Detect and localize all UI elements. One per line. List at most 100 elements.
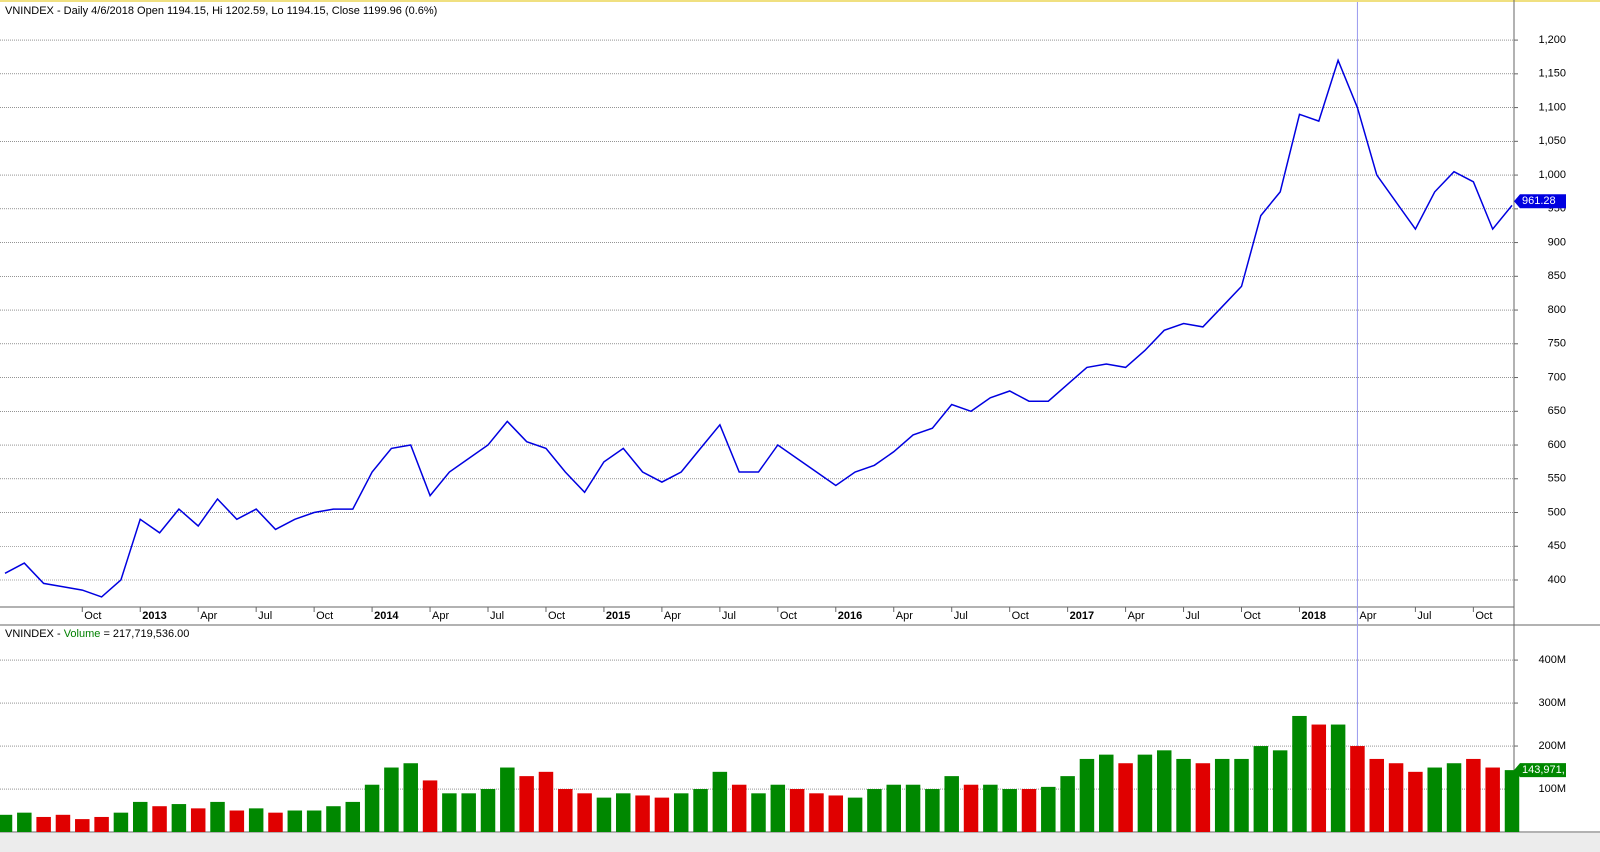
volume-bar (828, 795, 844, 832)
volume-bar (519, 776, 534, 832)
volume-bar (1350, 746, 1365, 832)
volume-bar (36, 816, 51, 832)
volume-bar (596, 797, 612, 832)
y-tick-label: 550 (1548, 473, 1566, 485)
x-tick-label: 2018 (1301, 610, 1325, 622)
y-tick-label: 800 (1548, 304, 1566, 316)
volume-bar (963, 784, 979, 832)
volume-bar (886, 784, 901, 832)
x-tick-label: 2017 (1070, 610, 1094, 622)
x-tick-label: 2014 (374, 610, 399, 622)
volume-bar (558, 789, 573, 832)
volume-bar (190, 808, 206, 832)
volume-bar (500, 767, 515, 832)
volume-bar (1002, 789, 1017, 832)
volume-bar (1427, 767, 1442, 832)
y-tick-label: 400 (1548, 574, 1566, 586)
volume-bar (925, 789, 940, 832)
volume-bar (1099, 754, 1114, 832)
volume-bar (983, 784, 998, 832)
volume-bar (152, 806, 167, 832)
volume-bar (248, 808, 264, 832)
y-tick-label: 1,100 (1538, 101, 1566, 113)
x-tick-label: Apr (896, 610, 913, 622)
x-tick-label: Jul (954, 610, 968, 622)
last-value-tag (1514, 194, 1566, 209)
volume-bar (693, 789, 708, 832)
volume-bar (384, 767, 399, 832)
volume-bar (1253, 746, 1269, 832)
volume-bar (1060, 776, 1075, 832)
x-tick-label: Oct (1012, 610, 1029, 622)
volume-bar (55, 814, 71, 832)
volume-bar (712, 771, 728, 832)
volume-bar (809, 793, 824, 832)
tab-bar (0, 833, 1600, 852)
x-tick-label: Oct (780, 610, 797, 622)
volume-bar (364, 784, 380, 832)
volume-bar (1041, 786, 1056, 832)
volume-bar (1156, 750, 1172, 832)
volume-bar (635, 795, 650, 832)
x-tick-label: Apr (432, 610, 449, 622)
volume-bar (654, 797, 670, 832)
volume-bar (577, 793, 592, 832)
volume-bar (326, 806, 341, 832)
volume-bar (132, 801, 148, 832)
volume-bar (345, 801, 361, 832)
volume-bar (1195, 763, 1211, 832)
x-tick-label: Apr (664, 610, 681, 622)
volume-bar (1234, 758, 1249, 832)
y-tick-label: 400M (1538, 654, 1566, 666)
volume-bar (673, 793, 689, 832)
x-tick-label: Apr (1359, 610, 1376, 622)
volume-bar (770, 784, 786, 832)
volume-bar (480, 789, 496, 832)
x-tick-label: Jul (258, 610, 272, 622)
volume-bar (210, 801, 225, 832)
volume-bar (422, 780, 438, 832)
volume-bar (287, 810, 303, 832)
x-tick-label: Jul (1186, 610, 1200, 622)
x-tick-label: Jul (1417, 610, 1431, 622)
volume-bar (616, 793, 631, 832)
x-tick-label: Oct (1244, 610, 1261, 622)
y-tick-label: 700 (1548, 371, 1566, 383)
top-strip (0, 0, 1600, 2)
y-tick-label: 1,000 (1538, 169, 1566, 181)
x-tick-label: 2016 (838, 610, 862, 622)
y-tick-label: 100M (1538, 783, 1566, 795)
y-tick-label: 1,150 (1538, 68, 1566, 80)
last-value-tag (1514, 763, 1566, 778)
title-suffix: = 217,719,536.00 (100, 628, 189, 640)
volume-bar (1446, 763, 1462, 832)
volume-bar (1214, 758, 1230, 832)
volume-bar (75, 819, 90, 832)
volume-bar (1176, 758, 1191, 832)
volume-bar (1272, 750, 1288, 832)
volume-bar (538, 771, 554, 832)
volume-bar (1388, 763, 1404, 832)
y-tick-label: 650 (1548, 405, 1566, 417)
title-prefix: VNINDEX - (5, 628, 64, 640)
volume-bar (461, 793, 476, 832)
volume-bar (229, 810, 245, 832)
y-tick-label: 750 (1548, 338, 1566, 350)
y-tick-label: 850 (1548, 270, 1566, 282)
x-tick-label: Apr (1128, 610, 1145, 622)
last-value-label: 961.28 (1522, 195, 1556, 207)
volume-bar (171, 804, 187, 832)
volume-bar (1466, 758, 1481, 832)
volume-bar (268, 812, 283, 832)
y-tick-label: 450 (1548, 540, 1566, 552)
y-tick-label: 600 (1548, 439, 1566, 451)
volume-bar (1408, 771, 1423, 832)
volume-bar (867, 789, 882, 832)
y-tick-label: 300M (1538, 697, 1566, 709)
volume-bar (403, 763, 418, 832)
last-value-marker: 961.28 (1514, 194, 1566, 209)
x-tick-label: Oct (1475, 610, 1492, 622)
x-tick-label: 2015 (606, 610, 630, 622)
